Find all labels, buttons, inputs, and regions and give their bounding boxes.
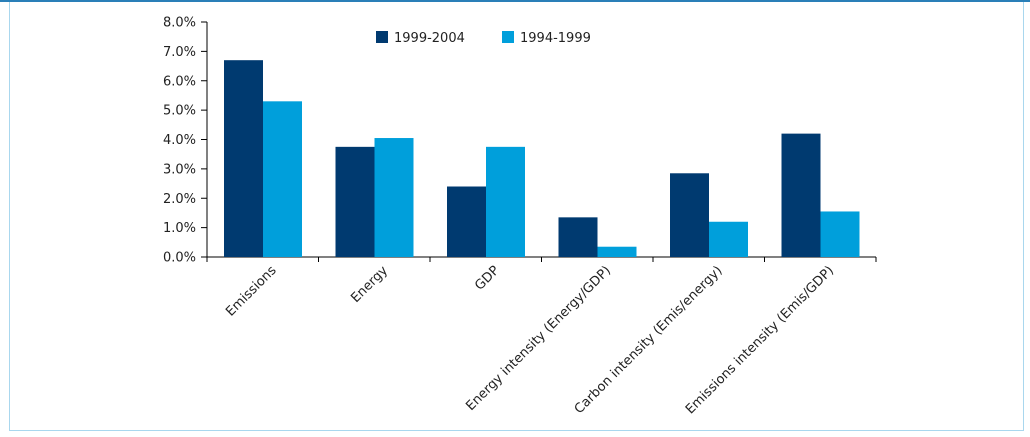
bar-1999-2004 bbox=[670, 173, 709, 257]
y-tick-labels: 0.0% 1.0% 2.0% 3.0% 4.0% 5.0% 6.0% 7.0% 8.0% bbox=[163, 16, 196, 266]
axes bbox=[201, 21, 877, 262]
bars bbox=[224, 60, 860, 257]
y-tick-label: 4.0% bbox=[163, 133, 196, 148]
bar-1994-1999 bbox=[820, 211, 860, 257]
legend-swatch bbox=[502, 31, 514, 43]
bar-1999-2004 bbox=[447, 186, 486, 257]
bar-1994-1999 bbox=[709, 221, 748, 257]
category-label: GDP bbox=[472, 263, 502, 293]
y-tick-label: 8.0% bbox=[163, 16, 196, 31]
bar-1999-2004 bbox=[781, 133, 821, 257]
legend-label: 1994-1999 bbox=[520, 31, 591, 46]
y-tick-label: 3.0% bbox=[163, 162, 196, 177]
bar-1994-1999 bbox=[374, 138, 414, 257]
y-tick-label: 2.0% bbox=[163, 192, 196, 207]
category-label: Energy bbox=[348, 263, 391, 306]
bar-1999-2004 bbox=[558, 217, 598, 257]
top-band bbox=[0, 0, 1030, 2]
bar-1999-2004 bbox=[335, 146, 375, 257]
y-tick-label: 5.0% bbox=[163, 104, 196, 119]
y-tick-label: 6.0% bbox=[163, 74, 196, 89]
bar-1994-1999 bbox=[597, 246, 637, 257]
category-label: Emissions bbox=[223, 263, 279, 319]
bar-1994-1999 bbox=[486, 146, 525, 257]
legend-label: 1999-2004 bbox=[394, 31, 465, 46]
y-tick-label: 0.0% bbox=[163, 251, 196, 266]
y-tick-label: 1.0% bbox=[163, 221, 196, 236]
legend-swatch bbox=[376, 31, 388, 43]
bar-1994-1999 bbox=[263, 101, 302, 257]
y-tick-label: 7.0% bbox=[163, 45, 196, 60]
top-band-line bbox=[0, 0, 1030, 2]
bar-1999-2004 bbox=[224, 60, 263, 257]
legend: 1999-2004 1994-1999 bbox=[376, 31, 591, 46]
